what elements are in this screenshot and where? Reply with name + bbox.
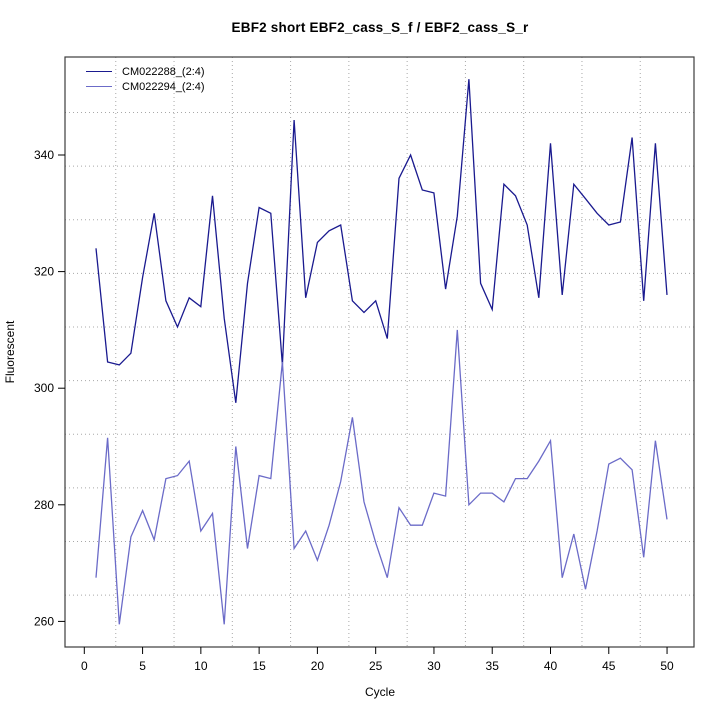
x-tick-label: 10 <box>194 659 208 673</box>
y-tick-label: 280 <box>34 498 54 512</box>
x-tick-label: 25 <box>369 659 383 673</box>
x-tick-label: 50 <box>660 659 674 673</box>
legend-item: CM022288_(2:4) <box>86 64 205 79</box>
x-tick-label: 0 <box>81 659 88 673</box>
x-tick-label: 45 <box>602 659 616 673</box>
legend-line-swatch-series2 <box>86 86 112 87</box>
y-axis-title: Fluorescent <box>3 320 17 384</box>
x-tick-label: 30 <box>427 659 441 673</box>
legend-line-swatch-series1 <box>86 71 112 72</box>
y-tick-label: 320 <box>34 265 54 279</box>
y-tick-label: 260 <box>34 614 54 628</box>
x-tick-label: 40 <box>544 659 558 673</box>
x-axis-title: Cycle <box>364 685 395 699</box>
x-tick-label: 5 <box>139 659 146 673</box>
series-line-1 <box>95 79 668 403</box>
y-tick-label: 300 <box>34 381 54 395</box>
legend: CM022288_(2:4) CM022294_(2:4) <box>86 64 205 94</box>
legend-label-series2: CM022294_(2:4) <box>122 80 205 93</box>
x-tick-label: 35 <box>486 659 500 673</box>
plot-border <box>64 56 695 648</box>
chart-title: EBF2 short EBF2_cass_S_f / EBF2_cass_S_r <box>231 20 529 35</box>
x-tick-label: 15 <box>252 659 266 673</box>
legend-item: CM022294_(2:4) <box>86 79 205 94</box>
series-line-2 <box>95 329 668 625</box>
x-tick-label: 20 <box>311 659 325 673</box>
y-tick-label: 340 <box>34 148 54 162</box>
legend-label-series1: CM022288_(2:4) <box>122 65 205 78</box>
